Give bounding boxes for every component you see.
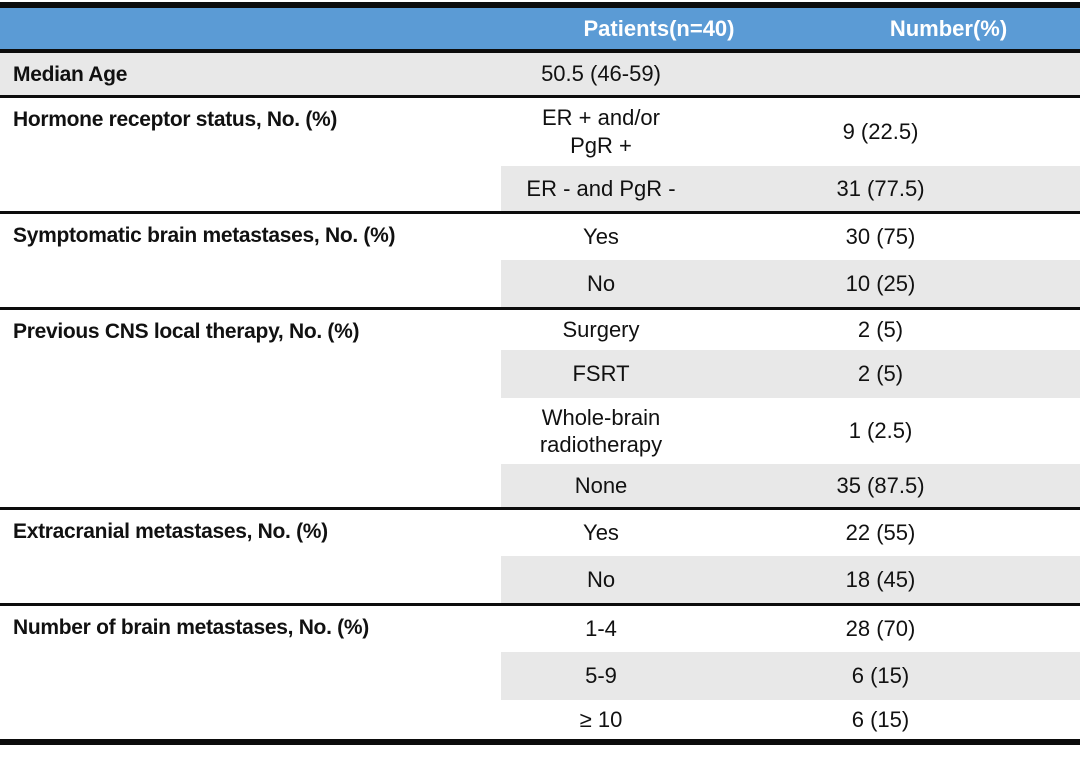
number-extracranial-yes: 22 (55) (751, 506, 1080, 556)
table-row-brainmets-ge10: ≥ 10 6 (15) (0, 700, 1080, 742)
header-number-cell: Number(%) (751, 5, 1080, 53)
value-extracranial-no: No (501, 556, 751, 604)
table-row-er-positive: Hormone receptor status, No. (%) ER + an… (0, 94, 1080, 212)
value-cns-none: None (501, 464, 751, 508)
table-row-cns-surgery: Previous CNS local therapy, No. (%) Surg… (0, 306, 1080, 508)
table-row-brainmets-1-4: Number of brain metastases, No. (%) 1-4 … (0, 602, 1080, 742)
header-spacer-cell (0, 5, 501, 53)
row-label-symptomatic-brain-metastases: Symptomatic brain metastases, No. (%) (0, 210, 501, 308)
number-brainmets-1-4: 28 (70) (751, 602, 1080, 652)
value-er-positive: ER + and/or PgR + (501, 94, 751, 166)
value-cns-surgery: Surgery (501, 306, 751, 350)
value-symptomatic-yes: Yes (501, 210, 751, 260)
value-cns-fsrt: FSRT (501, 350, 751, 398)
table-row-cns-none: None 35 (87.5) (0, 464, 1080, 508)
header-patients-cell: Patients(n=40) (501, 5, 751, 53)
value-symptomatic-no: No (501, 260, 751, 308)
number-cns-none: 35 (87.5) (751, 464, 1080, 508)
value-median-age: 50.5 (46-59) (501, 51, 751, 96)
number-brainmets-5-9: 6 (15) (751, 652, 1080, 700)
value-brainmets-5-9: 5-9 (501, 652, 751, 700)
table-row-symptomatic-no: No 10 (25) (0, 260, 1080, 308)
table-row-symptomatic-yes: Symptomatic brain metastases, No. (%) Ye… (0, 210, 1080, 308)
value-cns-wbrt: Whole-brain radiotherapy (539, 404, 663, 458)
row-label-previous-cns-local-therapy: Previous CNS local therapy, No. (%) (0, 306, 501, 508)
value-extracranial-yes: Yes (501, 506, 751, 556)
table-row-brainmets-5-9: 5-9 6 (15) (0, 652, 1080, 700)
page: Patients(n=40) Number(%) Median Age 50.5… (0, 2, 1080, 745)
table-row-cns-fsrt: FSRT 2 (5) (0, 350, 1080, 398)
number-er-positive: 9 (22.5) (751, 94, 1080, 166)
number-brainmets-ge10: 6 (15) (851, 706, 910, 732)
value-brainmets-ge10: ≥ 10 (579, 706, 623, 732)
row-label-median-age: Median Age (0, 51, 501, 96)
number-cns-surgery: 2 (5) (751, 306, 1080, 350)
number-er-negative: 31 (77.5) (751, 166, 1080, 212)
table-row-cns-wbrt: Whole-brain radiotherapy 1 (2.5) (0, 398, 1080, 464)
patient-characteristics-table: Patients(n=40) Number(%) Median Age 50.5… (0, 2, 1080, 745)
number-symptomatic-yes: 30 (75) (751, 210, 1080, 260)
value-brainmets-1-4: 1-4 (501, 602, 751, 652)
row-label-hormone-receptor-status: Hormone receptor status, No. (%) (0, 94, 501, 212)
header-row: Patients(n=40) Number(%) (0, 5, 1080, 53)
table-row-er-negative: ER - and PgR - 31 (77.5) (0, 166, 1080, 212)
number-symptomatic-no: 10 (25) (751, 260, 1080, 308)
table-row-extracranial-yes: Extracranial metastases, No. (%) Yes 22 … (0, 506, 1080, 604)
number-extracranial-no: 18 (45) (751, 556, 1080, 604)
table-row-median-age: Median Age 50.5 (46-59) (0, 51, 1080, 96)
number-median-age (751, 51, 1080, 96)
number-cns-wbrt: 1 (2.5) (848, 418, 913, 444)
row-label-number-of-brain-metastases: Number of brain metastases, No. (%) (0, 602, 501, 742)
number-cns-fsrt: 2 (5) (751, 350, 1080, 398)
table-row-extracranial-no: No 18 (45) (0, 556, 1080, 604)
row-label-extracranial-metastases: Extracranial metastases, No. (%) (0, 506, 501, 604)
value-er-negative: ER - and PgR - (501, 166, 751, 212)
